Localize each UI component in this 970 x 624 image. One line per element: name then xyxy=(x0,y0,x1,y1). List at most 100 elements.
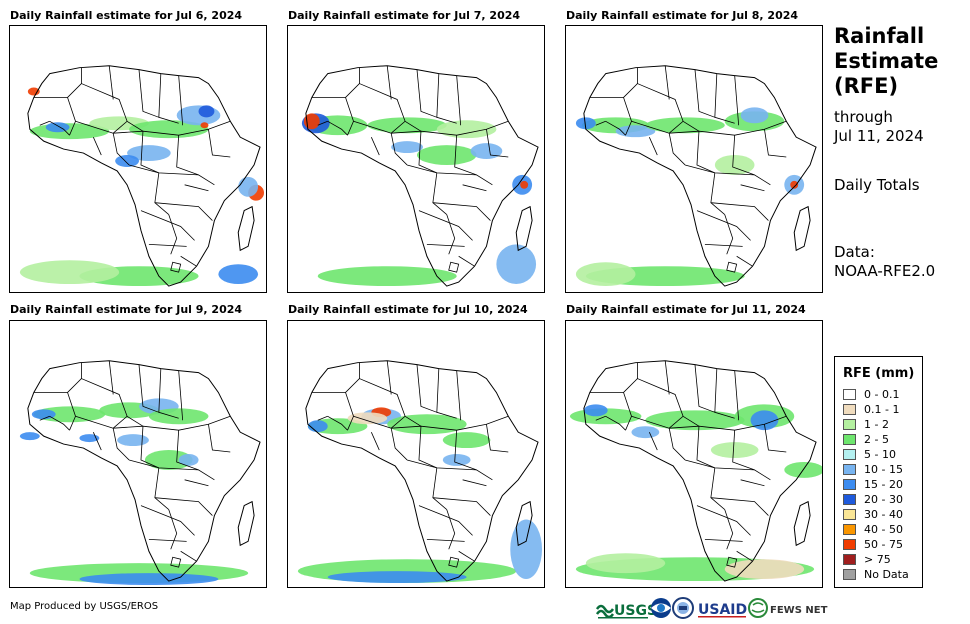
rainfall-map-4 xyxy=(9,320,267,588)
country-border xyxy=(154,467,170,510)
country-border xyxy=(486,424,509,453)
country-border xyxy=(370,137,380,156)
country-border xyxy=(648,137,658,156)
legend-swatch xyxy=(843,449,856,460)
rainfall-area xyxy=(129,120,209,139)
country-border xyxy=(454,430,477,471)
rainfall-area xyxy=(144,450,193,470)
fews-net-logo: FEWS NET xyxy=(748,598,828,618)
country-border xyxy=(140,426,159,469)
country-border xyxy=(126,120,144,132)
country-border xyxy=(668,428,686,461)
legend-label: 40 - 50 xyxy=(864,523,903,536)
credit-text: Map Produced by USGS/EROS xyxy=(10,601,159,612)
legend-label: 20 - 30 xyxy=(864,493,903,506)
country-border xyxy=(406,164,493,186)
country-border xyxy=(33,67,82,98)
country-border xyxy=(140,131,159,174)
madagascar-outline xyxy=(237,205,255,252)
rainfall-area xyxy=(436,120,497,139)
country-border xyxy=(736,550,753,562)
rainfall-area xyxy=(238,176,259,197)
rainfall-area xyxy=(19,432,40,441)
country-border xyxy=(734,370,740,421)
country-border xyxy=(432,497,491,516)
country-border xyxy=(154,497,213,516)
country-border xyxy=(623,392,632,431)
country-border xyxy=(436,73,457,124)
country-border xyxy=(386,65,392,100)
country-border xyxy=(589,67,638,98)
rainfall-area xyxy=(347,412,388,425)
country-border xyxy=(108,360,114,395)
country-border xyxy=(448,261,460,273)
rainfall-area xyxy=(470,143,503,159)
country-border xyxy=(128,459,215,481)
data-label: Data: xyxy=(834,243,875,261)
country-border xyxy=(180,255,197,267)
legend-label: 0.1 - 1 xyxy=(864,403,900,416)
country-border xyxy=(456,75,462,126)
country-border xyxy=(734,75,740,126)
country-border xyxy=(726,556,738,568)
country-border xyxy=(311,362,360,393)
madagascar-outline xyxy=(515,500,533,547)
country-border xyxy=(458,550,475,562)
africa-coastline xyxy=(583,360,817,582)
period-label: Daily Totals xyxy=(834,176,920,194)
country-borders xyxy=(589,65,787,273)
panel-title-2: Daily Rainfall estimate for Jul 7, 2024 xyxy=(288,9,521,22)
country-border xyxy=(390,428,408,461)
country-border xyxy=(710,497,769,516)
rainfall-area xyxy=(327,571,467,584)
country-border xyxy=(704,538,743,542)
country-border xyxy=(696,210,751,241)
usaid-logo-text: USAID xyxy=(698,602,747,618)
africa-coastline xyxy=(583,65,817,287)
country-border xyxy=(359,83,406,134)
country-border xyxy=(112,133,130,166)
country-border xyxy=(696,131,715,174)
rainfall-area xyxy=(740,107,769,124)
country-border xyxy=(458,255,475,267)
rainfall-area xyxy=(19,260,120,285)
panel-title-3: Daily Rainfall estimate for Jul 8, 2024 xyxy=(566,9,799,22)
country-border xyxy=(664,65,670,100)
country-border xyxy=(345,392,354,431)
rainfall-areas xyxy=(297,407,543,584)
madagascar-outline xyxy=(793,205,811,252)
country-border xyxy=(39,415,50,421)
country-border xyxy=(740,479,765,487)
rainfall-areas xyxy=(19,87,265,287)
country-border xyxy=(180,550,197,562)
country-border xyxy=(154,202,213,221)
country-border xyxy=(75,120,231,136)
country-border xyxy=(39,120,50,126)
legend-label: 2 - 5 xyxy=(864,433,889,446)
rainfall-area xyxy=(33,406,106,423)
rainfall-area xyxy=(218,264,259,285)
country-border xyxy=(648,432,658,451)
country-border xyxy=(454,135,477,176)
country-border xyxy=(623,97,632,136)
country-border xyxy=(184,479,209,487)
legend-swatch xyxy=(843,539,856,550)
country-border xyxy=(168,509,178,550)
rainfall-areas xyxy=(569,404,822,582)
rainfall-area xyxy=(367,117,447,134)
doc-seal-logo xyxy=(672,597,694,619)
country-borders xyxy=(33,360,231,568)
country-border xyxy=(456,370,462,421)
country-border xyxy=(432,467,448,510)
country-border xyxy=(714,368,735,419)
rainfall-area xyxy=(148,408,209,425)
country-border xyxy=(631,415,787,431)
usaid-logo: USAID xyxy=(698,602,747,618)
country-border xyxy=(158,73,179,124)
rainfall-area xyxy=(724,559,805,580)
legend-swatch xyxy=(843,389,856,400)
country-border xyxy=(426,243,465,247)
country-border xyxy=(176,430,199,471)
country-border xyxy=(108,65,114,100)
country-border xyxy=(170,556,182,568)
